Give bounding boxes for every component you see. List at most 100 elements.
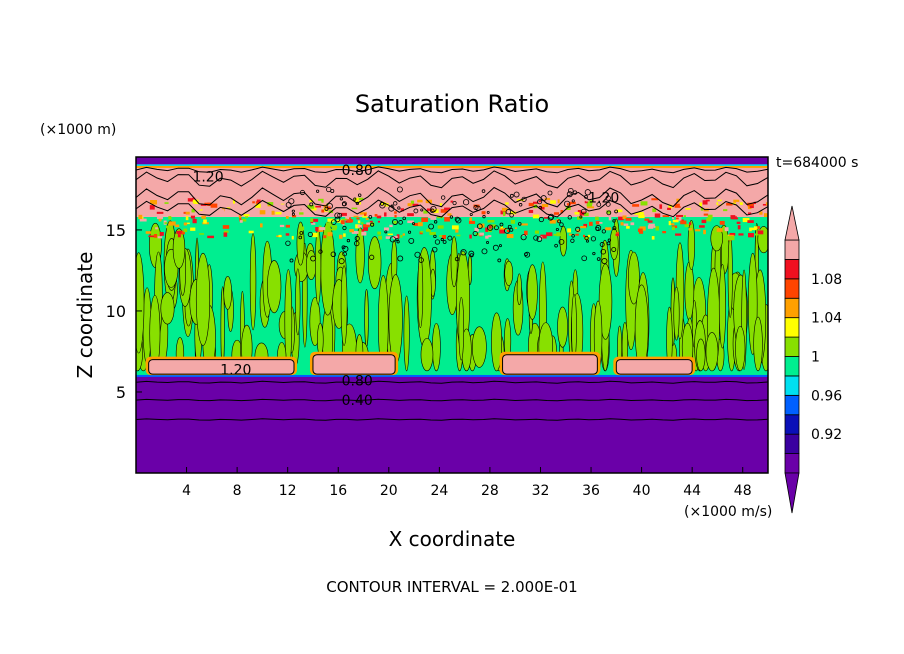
transition-band (138, 186, 768, 265)
turbulence-cell (675, 233, 682, 236)
turbulence-cell (606, 210, 611, 214)
turbulence-cell (407, 213, 414, 217)
contour-speck (396, 240, 400, 244)
turbulence-cell (546, 232, 553, 237)
turbulence-cell (157, 236, 163, 239)
turbulence-cell (703, 213, 709, 216)
turbulence-cell (279, 224, 285, 228)
turbulence-cell (342, 218, 348, 221)
turbulence-cell (587, 199, 593, 205)
turbulence-cell (291, 235, 294, 240)
contour-speck (499, 244, 502, 248)
turbulence-cell (178, 230, 185, 235)
contour-speck (606, 241, 611, 246)
contour-speck (600, 248, 607, 255)
plume (295, 268, 301, 336)
contour-label: 0.40 (342, 393, 373, 409)
turbulence-cell (534, 230, 540, 234)
turbulence-cell (370, 222, 375, 226)
turbulence-cell (429, 208, 434, 212)
turbulence-cell (356, 217, 360, 220)
x-tick-label: 36 (582, 483, 600, 499)
plume (340, 265, 348, 346)
contour-speck (309, 202, 314, 207)
turbulence-cell (279, 200, 285, 204)
contour-speck (563, 200, 571, 208)
turbulence-cell (185, 211, 190, 215)
turbulence-cell (560, 210, 564, 214)
turbulence-cell (183, 228, 188, 233)
contour-speck (440, 237, 444, 242)
contour-speck (585, 239, 589, 243)
contour-speck (407, 230, 412, 234)
turbulence-cell (444, 217, 450, 222)
contour-speck (397, 206, 401, 210)
turbulence-cell (400, 235, 403, 238)
turbulence-cell (191, 208, 195, 213)
turbulence-cell (648, 223, 655, 227)
turbulence-cell (396, 234, 400, 239)
turbulence-cell (699, 202, 703, 207)
turbulence-cell (340, 220, 345, 225)
contour-speck (316, 189, 320, 193)
turbulence-cell (260, 223, 263, 228)
contour-speck (428, 223, 435, 230)
contour-speck (433, 234, 437, 239)
contour-speck (341, 245, 346, 250)
turbulence-cell (389, 224, 393, 228)
contour-speck (499, 222, 504, 227)
contour-speck (384, 230, 388, 234)
turbulence-cell (582, 234, 586, 238)
turbulence-cell (394, 214, 397, 218)
turbulence-cell (700, 207, 704, 211)
turbulence-cell (647, 220, 653, 223)
turbulence-cell (595, 216, 599, 221)
turbulence-cell (326, 206, 331, 210)
turbulence-cell (553, 212, 560, 215)
colorbar-band (784, 317, 800, 338)
colorbar-label: 1 (811, 350, 820, 366)
contour-speck (595, 225, 602, 231)
contour-speck (571, 199, 575, 203)
turbulence-cell (455, 228, 459, 233)
turbulence-cell (309, 199, 314, 203)
turbulence-cell (402, 233, 405, 236)
turbulence-cell (637, 228, 643, 232)
turbulence-cell (630, 222, 635, 226)
contour-speck (353, 197, 357, 201)
turbulence-cell (384, 212, 387, 217)
turbulence-cell (622, 215, 627, 220)
turbulence-cell (155, 227, 158, 230)
contour-speck (533, 235, 539, 241)
contour-speck (472, 230, 478, 237)
turbulence-cell (222, 225, 230, 229)
turbulence-cell (345, 216, 351, 221)
turbulence-cell (749, 227, 752, 232)
turbulence-cell (485, 235, 489, 239)
plume (735, 325, 746, 372)
cloud-block (148, 359, 295, 375)
turbulence-cell (539, 236, 543, 241)
turbulence-cell (595, 221, 600, 225)
turbulence-cell (364, 213, 367, 217)
turbulence-cell (565, 206, 571, 210)
turbulence-cell (441, 235, 447, 240)
turbulence-cell (426, 228, 430, 231)
turbulence-cell (644, 218, 650, 221)
contour-speck (357, 193, 362, 197)
layer-bottom-purple (136, 375, 768, 473)
turbulence-cell (706, 217, 712, 222)
plume (249, 233, 257, 331)
turbulence-cell (256, 199, 261, 203)
contour-speck (354, 235, 360, 241)
turbulence-cell (724, 227, 729, 232)
contour-speck (310, 255, 316, 262)
contour-speck (307, 231, 313, 237)
contour-speck (413, 208, 419, 214)
contour-speck (369, 254, 375, 260)
turbulence-cell (323, 235, 327, 239)
x-tick-label: 40 (633, 483, 651, 499)
contour-speck (497, 258, 502, 263)
turbulence-cell (357, 224, 362, 228)
contour-speck (285, 201, 292, 208)
